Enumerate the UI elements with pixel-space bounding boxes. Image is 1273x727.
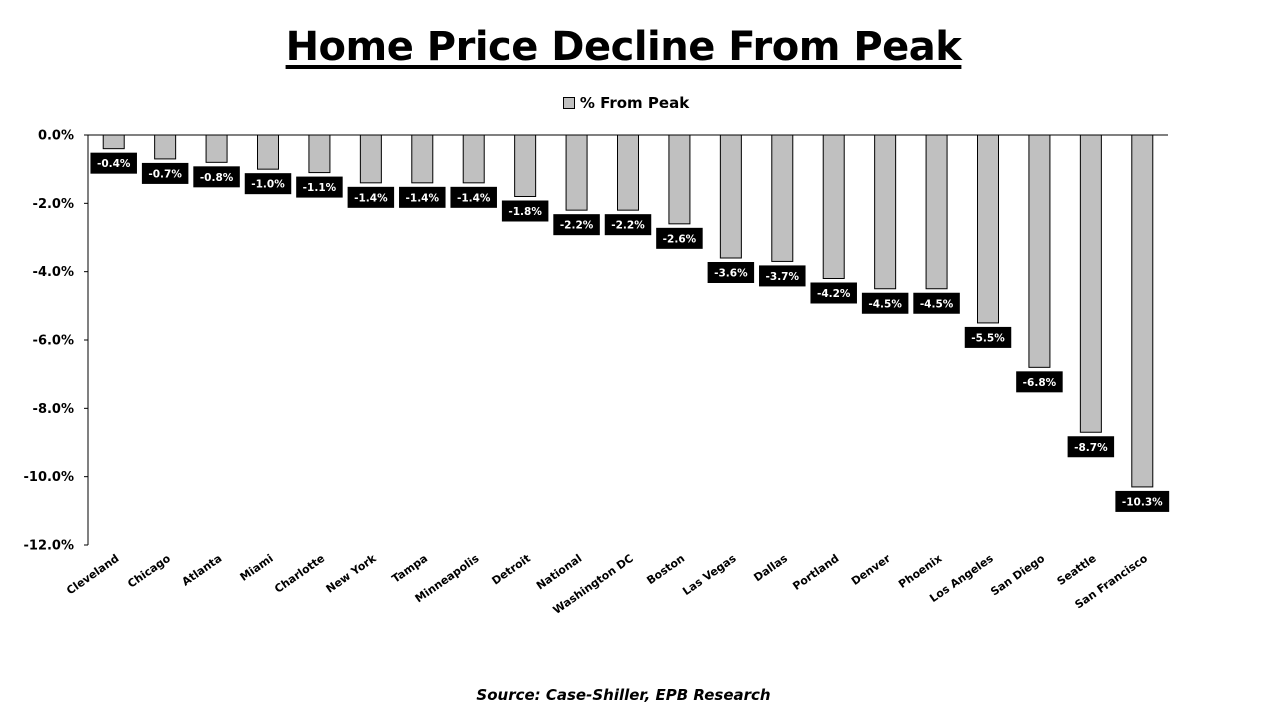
data-label: -1.4% xyxy=(457,192,491,204)
data-label-box xyxy=(1115,490,1170,512)
x-tick-label: Phoenix xyxy=(896,552,944,591)
bar xyxy=(668,134,691,225)
data-label: -2.2% xyxy=(611,220,645,232)
x-tick-label: Dallas xyxy=(751,552,790,585)
bar xyxy=(822,134,845,279)
bar xyxy=(257,134,279,170)
bar xyxy=(977,134,999,324)
bar xyxy=(514,134,537,197)
bar xyxy=(102,134,125,150)
x-tick-label: Detroit xyxy=(489,552,532,588)
bar xyxy=(874,134,897,290)
data-label: -0.4% xyxy=(97,158,131,170)
data-label: -1.4% xyxy=(354,192,388,204)
data-label: -3.7% xyxy=(766,271,800,283)
x-tick-label: Charlotte xyxy=(272,552,327,596)
x-tick-label: Las Vegas xyxy=(680,552,739,598)
bar xyxy=(1079,134,1102,433)
bar xyxy=(719,134,742,259)
bar xyxy=(411,134,434,184)
data-label-box xyxy=(193,166,240,188)
data-label-box xyxy=(244,173,292,195)
data-label: -4.5% xyxy=(920,298,954,310)
data-label-box xyxy=(656,227,703,249)
y-tick-label: -2.0% xyxy=(33,197,74,212)
x-tick-label: Portland xyxy=(790,552,841,593)
data-label: -1.8% xyxy=(508,206,542,218)
x-tick-label: New York xyxy=(324,551,379,595)
x-tick-label: Chicago xyxy=(125,552,173,591)
source-note: Source: Case-Shiller, EPB Research xyxy=(476,686,771,704)
bar xyxy=(359,134,382,184)
data-label: -0.8% xyxy=(200,172,234,184)
bar xyxy=(925,134,948,290)
data-label: -4.2% xyxy=(817,288,851,300)
data-label: -6.8% xyxy=(1023,377,1057,389)
data-label: -5.5% xyxy=(971,332,1005,344)
data-label: -1.4% xyxy=(406,192,440,204)
data-label-box xyxy=(759,265,806,287)
legend-label: % From Peak xyxy=(579,94,690,112)
x-tick-label: Cleveland xyxy=(64,552,121,598)
x-tick-label: San Diego xyxy=(988,552,1047,599)
data-label: -10.3% xyxy=(1122,496,1163,508)
data-label-box xyxy=(964,326,1012,348)
data-label-box xyxy=(604,214,652,236)
x-tick-label: Denver xyxy=(849,551,893,587)
bar xyxy=(308,134,331,174)
data-label-box xyxy=(399,186,446,208)
data-label-box xyxy=(861,292,909,314)
data-label: -1.1% xyxy=(303,182,337,194)
data-label-box xyxy=(347,186,395,208)
data-label-box xyxy=(1016,371,1063,393)
x-tick-label: Atlanta xyxy=(180,552,225,589)
y-tick-label: -8.0% xyxy=(33,402,74,417)
bar xyxy=(1131,134,1154,488)
data-label: -1.0% xyxy=(251,179,285,191)
x-tick-label: Boston xyxy=(644,552,687,587)
chart-title: Home Price Decline From Peak xyxy=(285,24,962,70)
data-label-box xyxy=(296,176,343,198)
data-label: -0.7% xyxy=(148,168,182,180)
y-tick-label: -4.0% xyxy=(33,265,74,280)
data-label-box xyxy=(450,186,497,208)
bar xyxy=(462,134,485,184)
data-label-box xyxy=(90,152,137,174)
y-tick-label: -12.0% xyxy=(24,539,75,554)
bar xyxy=(154,134,177,160)
data-label: -4.5% xyxy=(868,298,902,310)
bar xyxy=(565,134,588,211)
data-label-box xyxy=(141,162,189,184)
data-label-box xyxy=(553,214,600,236)
x-tick-label: Seattle xyxy=(1055,552,1099,588)
y-tick-label: -10.0% xyxy=(24,470,75,485)
data-label-box xyxy=(1067,436,1115,458)
data-label-box xyxy=(913,292,960,314)
bar xyxy=(205,134,228,163)
y-tick-label: -6.0% xyxy=(33,334,74,349)
legend: % From Peak xyxy=(0,94,1252,112)
data-label-box xyxy=(501,200,549,222)
data-label: -3.6% xyxy=(714,268,748,280)
x-tick-label: National xyxy=(534,552,584,593)
data-label: -8.7% xyxy=(1074,442,1108,454)
bar xyxy=(617,134,639,211)
data-label: -2.2% xyxy=(560,220,594,232)
data-label: -2.6% xyxy=(663,233,697,245)
x-tick-label: Miami xyxy=(238,552,276,584)
y-tick-label: 0.0% xyxy=(38,129,74,144)
data-label-box xyxy=(810,282,857,304)
bar xyxy=(771,134,794,262)
x-tick-label: Tampa xyxy=(390,552,430,586)
bar xyxy=(1028,134,1051,368)
data-label-box xyxy=(707,262,755,283)
legend-swatch xyxy=(562,97,575,109)
